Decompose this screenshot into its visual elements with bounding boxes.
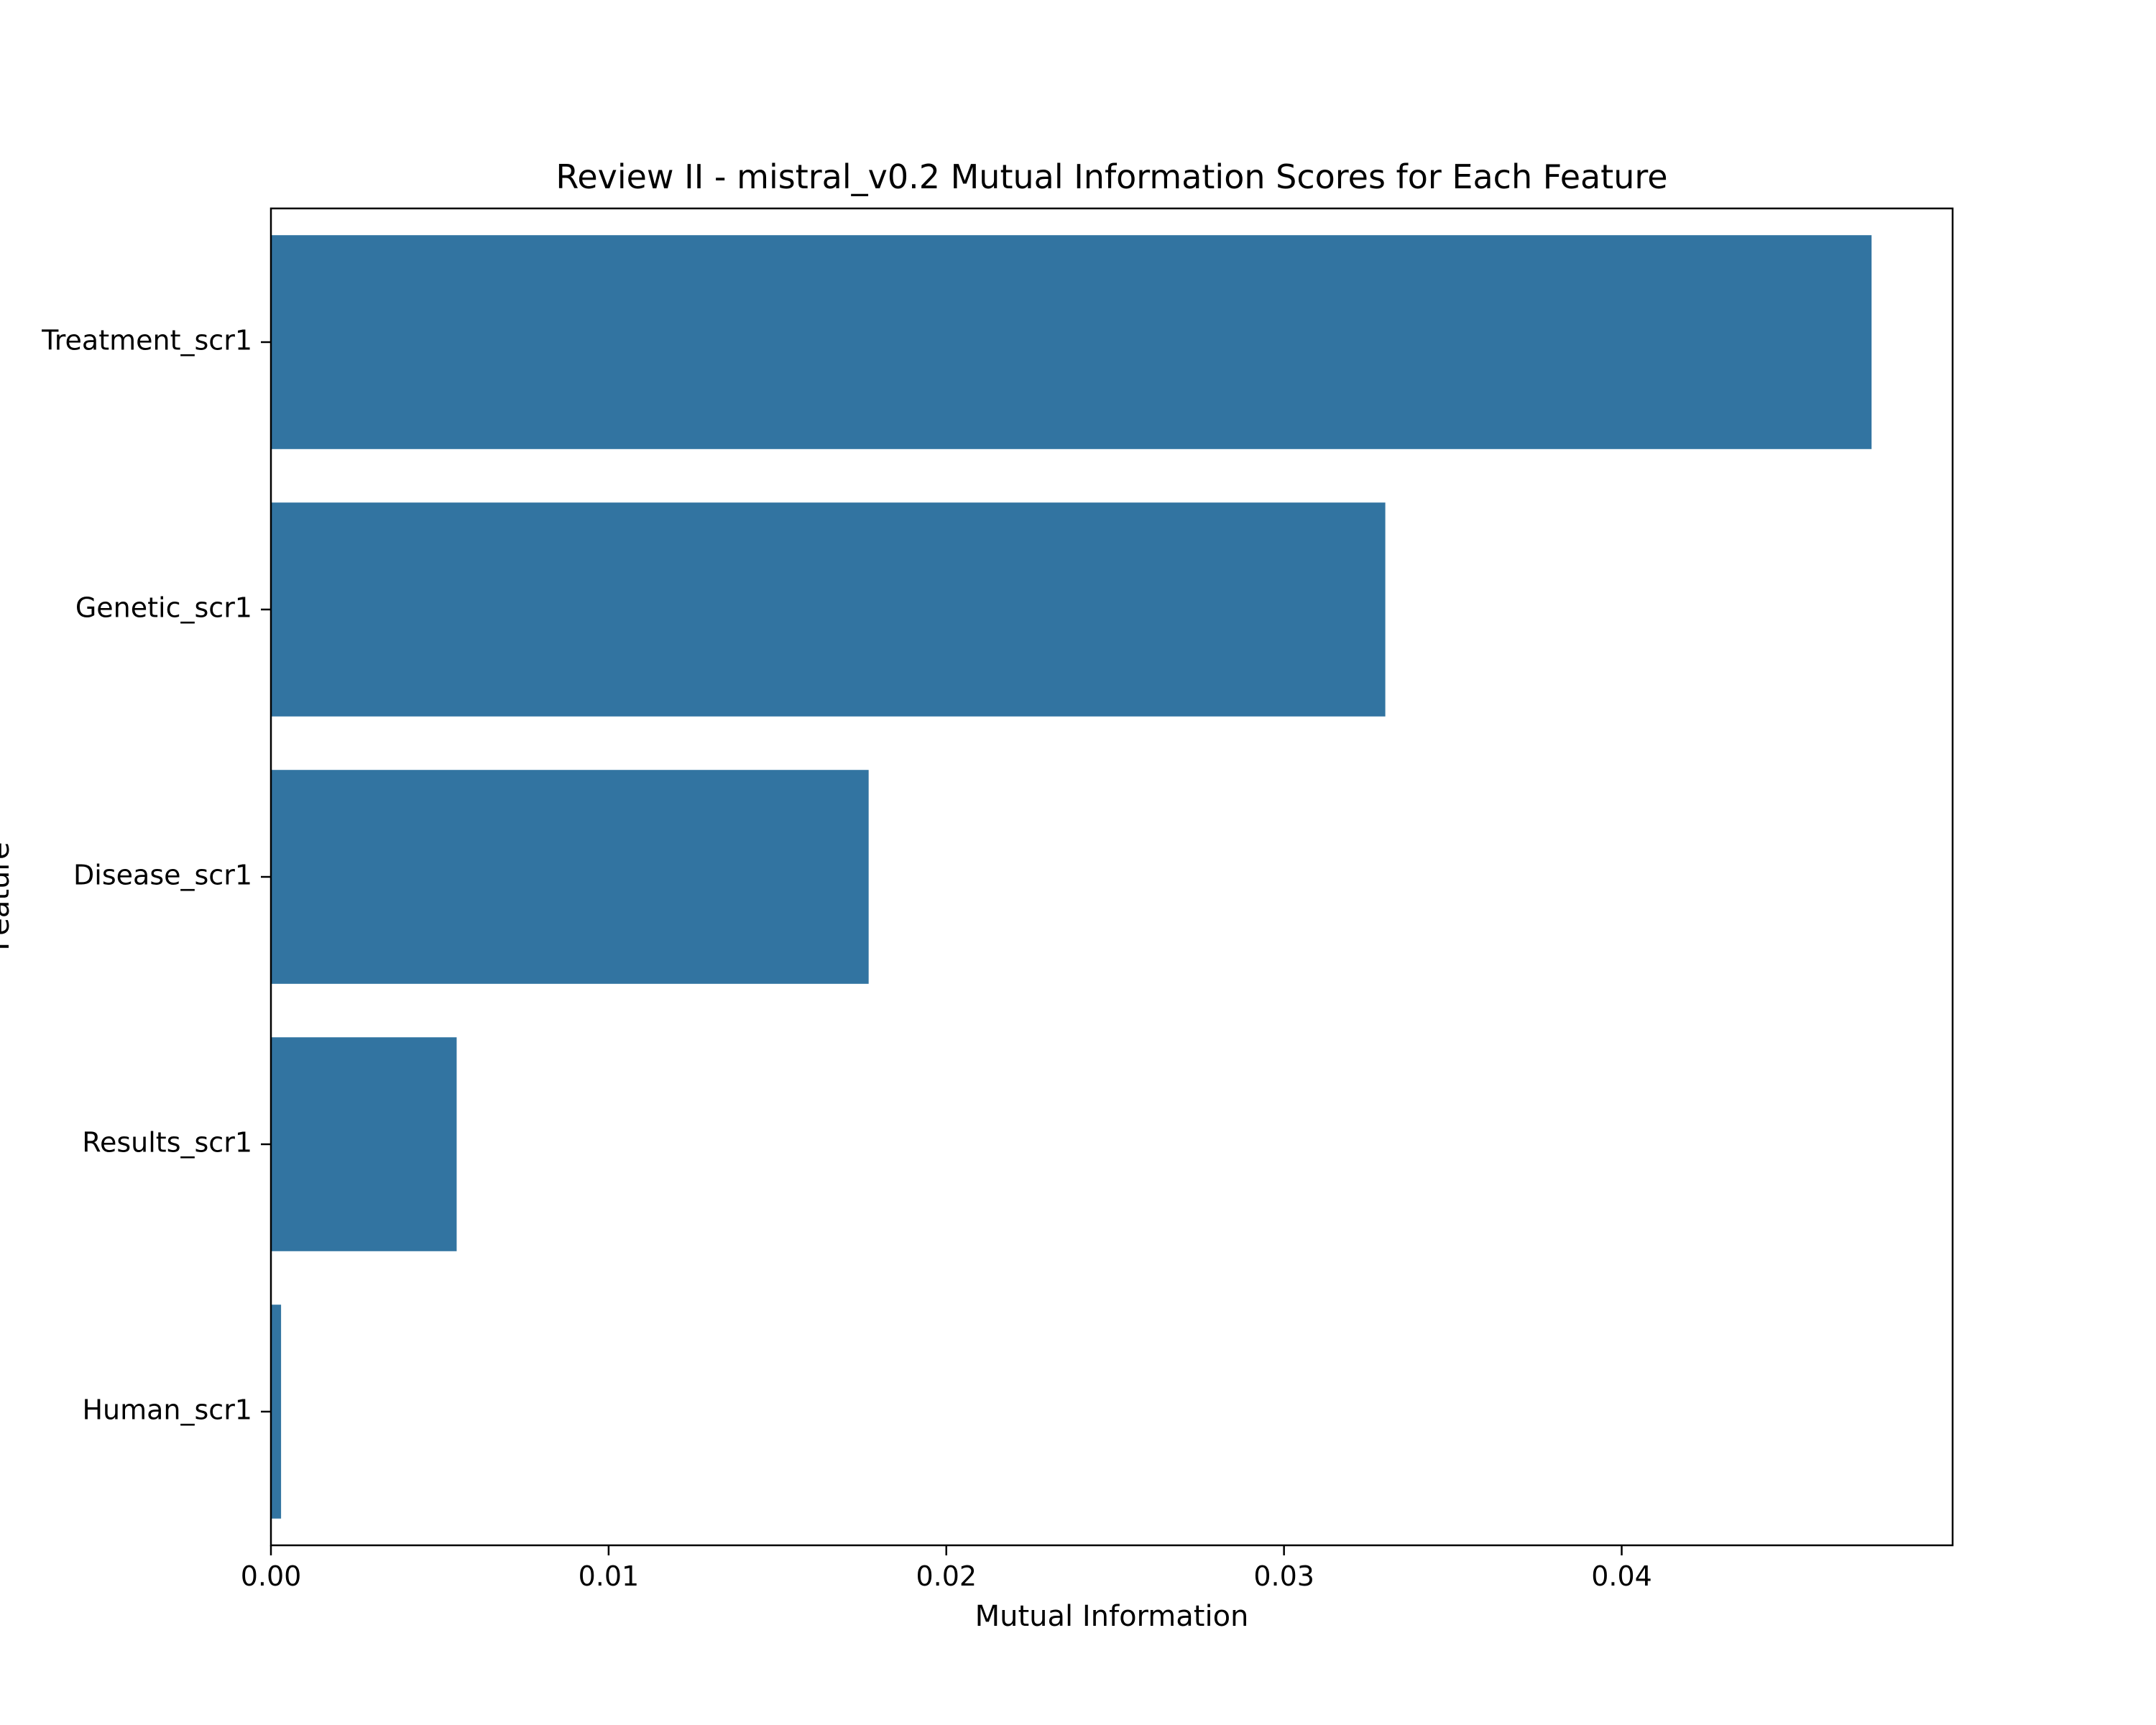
bar-results-scr1 bbox=[271, 1037, 457, 1251]
x-axis-label: Mutual Information bbox=[975, 1600, 1249, 1633]
y-tick-label: Results_scr1 bbox=[82, 1127, 252, 1159]
y-tick-label: Treatment_scr1 bbox=[41, 325, 252, 356]
bar-human-scr1 bbox=[271, 1305, 282, 1519]
bar-genetic-scr1 bbox=[271, 502, 1386, 717]
x-axis-ticks: 0.00 0.01 0.02 0.03 0.04 bbox=[241, 1545, 1652, 1592]
y-tick-label: Genetic_scr1 bbox=[75, 592, 252, 624]
x-tick-label: 0.01 bbox=[579, 1560, 640, 1592]
bar-disease-scr1 bbox=[271, 770, 869, 984]
bars-group bbox=[271, 235, 1872, 1519]
x-tick-label: 0.04 bbox=[1591, 1560, 1652, 1592]
y-tick-label: Human_scr1 bbox=[82, 1394, 252, 1426]
x-tick-label: 0.03 bbox=[1253, 1560, 1314, 1592]
chart-title: Review II - mistral_v0.2 Mutual Informat… bbox=[556, 157, 1667, 196]
bar-treatment-scr1 bbox=[271, 235, 1872, 449]
x-tick-label: 0.02 bbox=[916, 1560, 977, 1592]
y-axis-label: Feature bbox=[0, 842, 16, 950]
y-tick-label: Disease_scr1 bbox=[73, 860, 252, 891]
y-axis-ticks: Treatment_scr1 Genetic_scr1 Disease_scr1 Re… bbox=[41, 325, 271, 1426]
x-tick-label: 0.00 bbox=[241, 1560, 302, 1592]
plot-frame bbox=[270, 207, 1954, 1547]
